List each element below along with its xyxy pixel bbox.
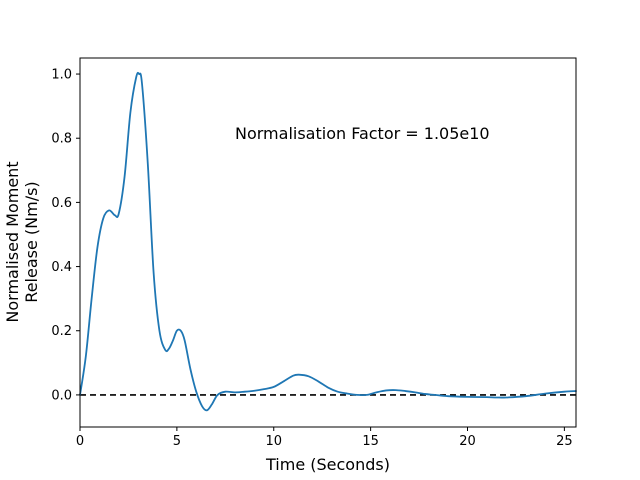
x-tick-label: 0 [76, 434, 84, 449]
y-axis-ticks: 0.0 0.2 0.4 0.6 0.8 1.0 [51, 68, 80, 403]
x-tick-label: 25 [556, 434, 573, 449]
y-tick-label: 0.2 [51, 324, 72, 339]
plot-background [80, 58, 576, 427]
y-tick-label: 0.0 [51, 388, 72, 403]
y-tick-label: 0.6 [51, 196, 72, 211]
y-axis-label-line-1: Normalised Moment [3, 161, 22, 322]
y-tick-label: 0.8 [51, 132, 72, 147]
y-axis-label-line-2: Release (Nm/s) [22, 181, 41, 302]
x-tick-label: 10 [265, 434, 282, 449]
x-tick-label: 20 [459, 434, 476, 449]
y-tick-label: 1.0 [51, 68, 72, 83]
series-line [79, 71, 577, 412]
y-tick-label: 0.4 [51, 260, 72, 275]
plot-frame [79, 57, 577, 428]
normalisation-annotation: Normalisation Factor = 1.05e10 [235, 124, 490, 143]
y-axis-label: Normalised Moment Release (Nm/s) [3, 161, 41, 322]
x-tick-label: 5 [173, 434, 181, 449]
x-axis-ticks: 0 5 10 15 20 25 [76, 427, 573, 449]
x-tick-label: 15 [362, 434, 379, 449]
x-axis-label: Time (Seconds) [265, 455, 390, 474]
plot-area [79, 57, 577, 428]
